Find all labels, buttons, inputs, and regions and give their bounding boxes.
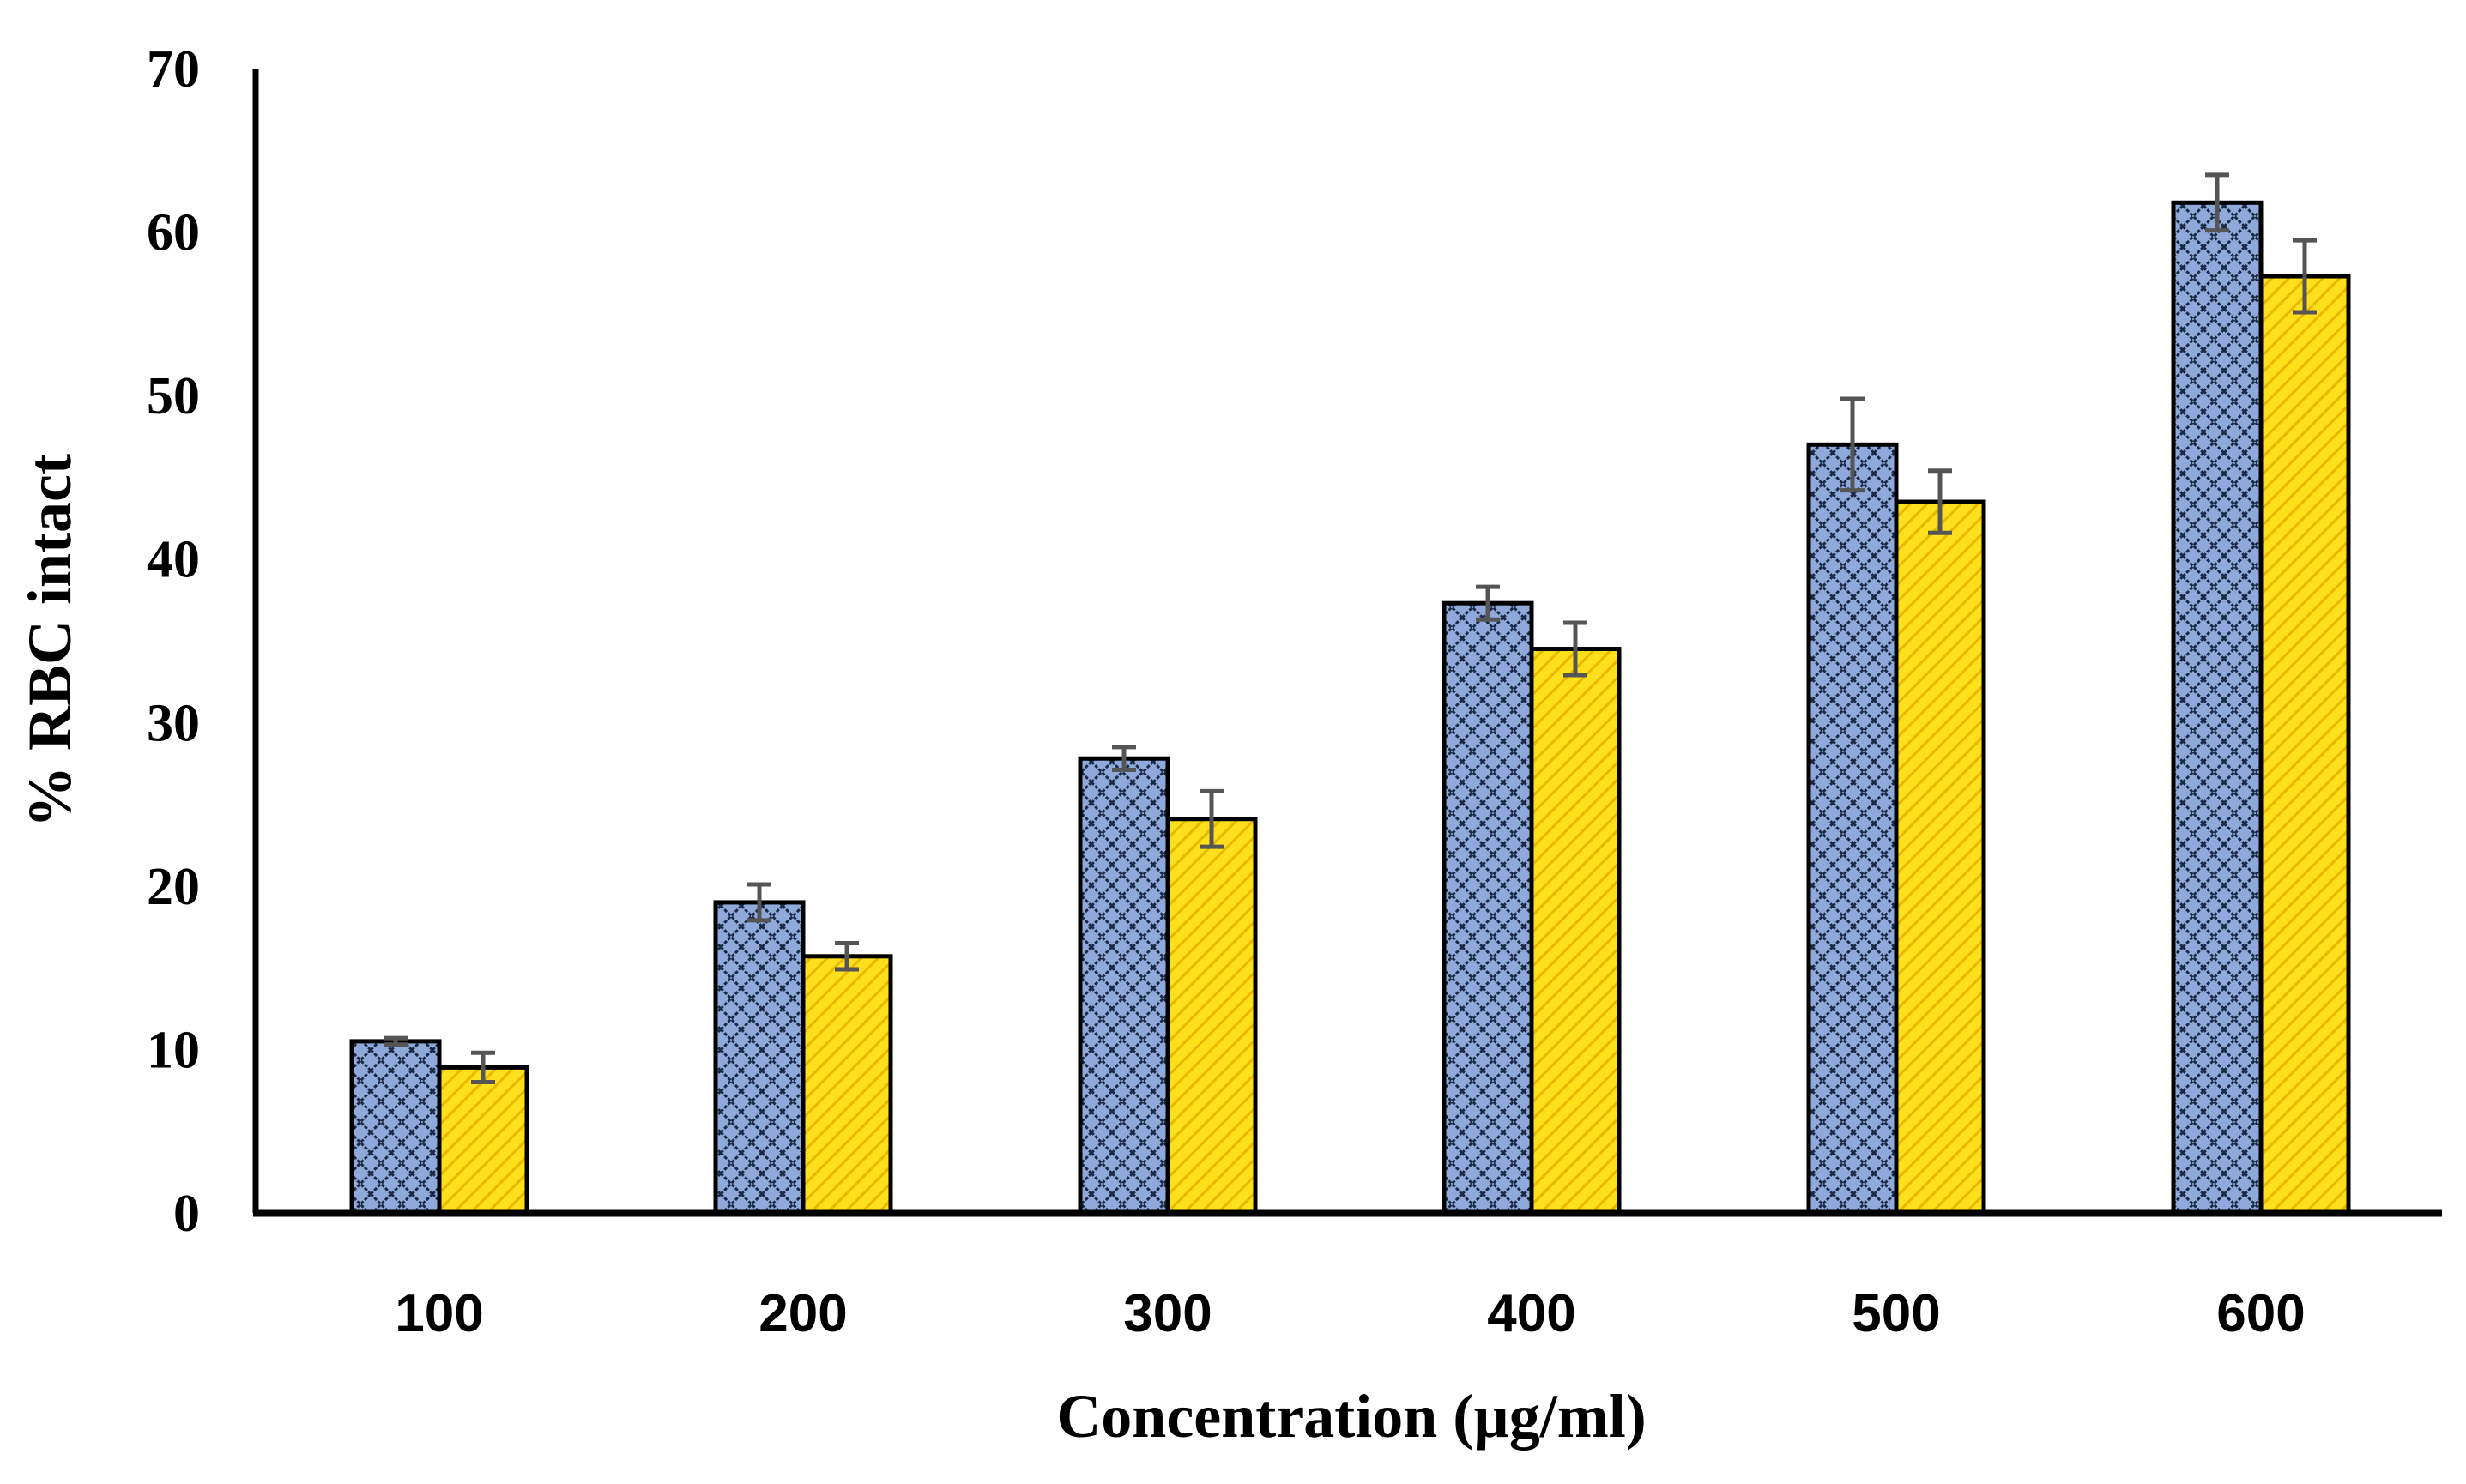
error-bar-series2-500 bbox=[1928, 468, 1952, 535]
y-tick-label: 60 bbox=[147, 204, 200, 262]
error-bar-series1-500 bbox=[1840, 396, 1865, 493]
error-bar-series2-600 bbox=[2293, 238, 2317, 315]
x-tick-label: 300 bbox=[1123, 1284, 1212, 1343]
bar-series2-600 bbox=[2258, 274, 2351, 1216]
x-axis-title: Concentration (µg/ml) bbox=[1056, 1382, 1646, 1451]
bar-series1-100 bbox=[349, 1039, 442, 1216]
bar-series1-600 bbox=[2171, 200, 2264, 1216]
bar-series2-500 bbox=[1894, 499, 1986, 1216]
error-bar-series2-200 bbox=[835, 941, 859, 972]
bar-series1-400 bbox=[1442, 600, 1534, 1216]
bar-series1-200 bbox=[713, 900, 806, 1216]
y-tick-label: 10 bbox=[147, 1021, 200, 1079]
bar-series1-300 bbox=[1078, 756, 1170, 1216]
x-tick-label: 100 bbox=[395, 1284, 483, 1343]
x-tick-label: 500 bbox=[1852, 1284, 1940, 1343]
bars bbox=[349, 200, 2351, 1216]
x-tick-label: 200 bbox=[759, 1284, 847, 1343]
y-tick-label: 20 bbox=[147, 858, 200, 916]
error-bar-series2-400 bbox=[1563, 620, 1587, 678]
error-bar-series1-400 bbox=[1476, 584, 1500, 622]
error-bar-series2-300 bbox=[1200, 788, 1224, 849]
bar-series2-400 bbox=[1529, 647, 1622, 1216]
bar-series1-500 bbox=[1806, 442, 1899, 1216]
y-tick-label: 50 bbox=[147, 367, 200, 425]
error-bar-series1-200 bbox=[747, 882, 771, 923]
y-tick-label: 30 bbox=[147, 694, 200, 752]
error-bars bbox=[384, 172, 2317, 1085]
bar-series2-200 bbox=[801, 954, 893, 1216]
x-tick-label: 400 bbox=[1487, 1284, 1575, 1343]
error-bar-series1-100 bbox=[384, 1035, 408, 1047]
bar-series2-100 bbox=[437, 1065, 529, 1216]
error-bar-series1-300 bbox=[1112, 745, 1136, 773]
y-tick-label: 70 bbox=[147, 40, 200, 99]
error-bar-series2-100 bbox=[471, 1050, 495, 1085]
bar-series2-300 bbox=[1165, 817, 1258, 1216]
y-tick-label: 40 bbox=[147, 531, 200, 589]
y-axis-ticks: 0 10 20 30 40 50 60 70 bbox=[147, 40, 200, 1243]
y-tick-label: 0 bbox=[173, 1185, 200, 1243]
x-tick-label: 600 bbox=[2216, 1284, 2305, 1343]
y-axis-title: % RBC intact bbox=[15, 454, 84, 828]
error-bar-series1-600 bbox=[2205, 172, 2229, 233]
x-axis-ticks: 100 200 300 400 500 600 bbox=[395, 1284, 2305, 1343]
